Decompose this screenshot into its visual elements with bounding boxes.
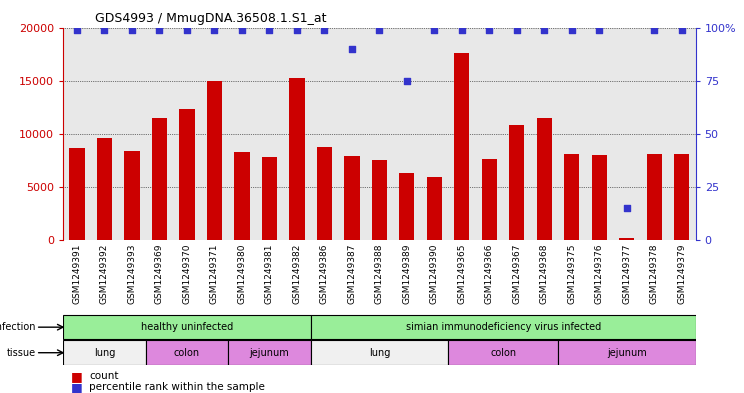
Bar: [510, 125, 525, 240]
Text: jejunum: jejunum: [249, 348, 289, 358]
Text: count: count: [89, 371, 119, 382]
Bar: [146, 340, 228, 365]
Text: simian immunodeficiency virus infected: simian immunodeficiency virus infected: [405, 322, 601, 332]
Bar: [311, 315, 696, 340]
Text: GSM1249380: GSM1249380: [237, 243, 246, 304]
Text: GSM1249392: GSM1249392: [100, 243, 109, 304]
Point: [181, 26, 193, 33]
Text: GSM1249378: GSM1249378: [650, 243, 659, 304]
Point: [456, 26, 468, 33]
Bar: [565, 154, 580, 240]
Point: [291, 26, 303, 33]
Point: [318, 26, 330, 33]
Bar: [63, 340, 146, 365]
Point: [429, 26, 440, 33]
Bar: [228, 340, 311, 365]
Text: colon: colon: [490, 348, 516, 358]
Text: ■: ■: [71, 381, 83, 393]
Bar: [372, 160, 387, 240]
Point: [71, 26, 83, 33]
Text: GSM1249390: GSM1249390: [430, 243, 439, 304]
Point: [126, 26, 138, 33]
Text: GSM1249382: GSM1249382: [292, 243, 301, 304]
Text: GSM1249376: GSM1249376: [595, 243, 604, 304]
Point: [511, 26, 523, 33]
Bar: [69, 149, 85, 240]
Bar: [619, 238, 635, 240]
Point: [484, 26, 496, 33]
Text: GSM1249387: GSM1249387: [347, 243, 356, 304]
Point: [263, 26, 275, 33]
Text: colon: colon: [174, 348, 200, 358]
Text: GSM1249365: GSM1249365: [458, 243, 466, 304]
Bar: [647, 154, 662, 240]
Point: [98, 26, 110, 33]
Text: GSM1249371: GSM1249371: [210, 243, 219, 304]
Text: GSM1249379: GSM1249379: [677, 243, 687, 304]
Text: GDS4993 / MmugDNA.36508.1.S1_at: GDS4993 / MmugDNA.36508.1.S1_at: [95, 12, 327, 25]
Bar: [427, 177, 442, 240]
Text: GSM1249389: GSM1249389: [403, 243, 411, 304]
Point: [236, 26, 248, 33]
Bar: [124, 151, 140, 240]
Point: [401, 77, 413, 84]
Text: GSM1249388: GSM1249388: [375, 243, 384, 304]
Text: lung: lung: [369, 348, 390, 358]
Bar: [179, 109, 194, 240]
Bar: [289, 79, 304, 240]
Text: GSM1249367: GSM1249367: [513, 243, 522, 304]
Bar: [262, 157, 277, 240]
Bar: [537, 118, 552, 240]
Bar: [63, 315, 311, 340]
Text: GSM1249391: GSM1249391: [72, 243, 82, 304]
Text: healthy uninfected: healthy uninfected: [141, 322, 233, 332]
Text: ■: ■: [71, 370, 83, 383]
Bar: [97, 138, 112, 240]
Point: [594, 26, 606, 33]
Point: [566, 26, 578, 33]
Text: GSM1249370: GSM1249370: [182, 243, 191, 304]
Point: [676, 26, 688, 33]
Bar: [152, 118, 167, 240]
Text: infection: infection: [0, 322, 36, 332]
Bar: [311, 340, 448, 365]
Text: lung: lung: [94, 348, 115, 358]
Text: GSM1249368: GSM1249368: [540, 243, 549, 304]
Bar: [482, 159, 497, 240]
Text: GSM1249369: GSM1249369: [155, 243, 164, 304]
Bar: [207, 81, 222, 240]
Bar: [591, 155, 607, 240]
Point: [208, 26, 220, 33]
Bar: [448, 340, 558, 365]
Point: [649, 26, 661, 33]
Text: tissue: tissue: [7, 348, 36, 358]
Point: [153, 26, 165, 33]
Point: [621, 205, 633, 211]
Bar: [344, 156, 359, 240]
Text: GSM1249375: GSM1249375: [568, 243, 577, 304]
Text: GSM1249386: GSM1249386: [320, 243, 329, 304]
Text: GSM1249377: GSM1249377: [623, 243, 632, 304]
Text: GSM1249393: GSM1249393: [127, 243, 136, 304]
Bar: [558, 340, 696, 365]
Text: GSM1249366: GSM1249366: [485, 243, 494, 304]
Bar: [234, 152, 249, 240]
Bar: [674, 154, 690, 240]
Point: [539, 26, 551, 33]
Bar: [455, 53, 469, 240]
Text: GSM1249381: GSM1249381: [265, 243, 274, 304]
Text: percentile rank within the sample: percentile rank within the sample: [89, 382, 265, 393]
Point: [373, 26, 385, 33]
Bar: [317, 147, 332, 240]
Bar: [400, 173, 414, 240]
Point: [346, 46, 358, 52]
Text: jejunum: jejunum: [607, 348, 647, 358]
